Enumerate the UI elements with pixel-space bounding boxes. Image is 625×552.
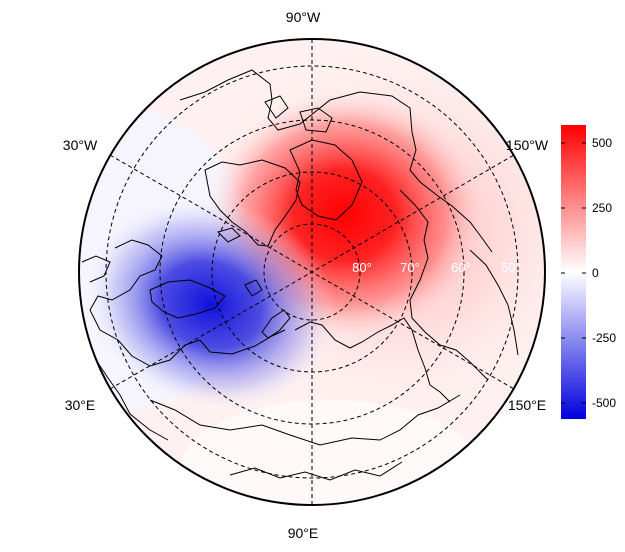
coastline-alaska-bering xyxy=(399,189,489,381)
meridian-30e-150w xyxy=(109,154,515,390)
latitude-label-60: 60° xyxy=(451,260,471,275)
longitude-label-upper-left: 30°W xyxy=(63,137,98,153)
colorbar-ticks xyxy=(561,142,586,404)
colorbar-label-0: 0 xyxy=(592,266,599,280)
latitude-label-80: 80° xyxy=(352,260,372,275)
coastline-asia xyxy=(149,394,461,446)
longitude-label-bottom: 90°E xyxy=(288,525,319,541)
meridian-lines xyxy=(109,39,515,505)
colorbar-label-500: 500 xyxy=(592,136,612,150)
colorbar-label-m250: -250 xyxy=(592,331,616,345)
latitude-label-50: 50° xyxy=(501,260,521,275)
colorbar-label-250: 250 xyxy=(592,201,612,215)
colorbar-gradient xyxy=(561,125,586,419)
longitude-label-lower-right: 150°E xyxy=(508,397,546,413)
longitude-label-lower-left: 30°E xyxy=(65,397,96,413)
map-outline xyxy=(78,38,546,506)
longitude-label-upper-right: 150°W xyxy=(506,137,549,153)
coastline-north-america xyxy=(179,69,493,253)
latitude-circle-50 xyxy=(105,65,519,479)
colorbar-label-m500: -500 xyxy=(592,396,616,410)
coastline-siberia xyxy=(294,317,451,403)
colorbar: 500 250 0 -250 -500 xyxy=(561,125,616,419)
coastline-scandinavia xyxy=(149,279,226,319)
coastline-novaya-zemlya xyxy=(261,309,291,339)
map-disc xyxy=(79,39,545,505)
neutral-band-bottom xyxy=(180,400,480,505)
coastline-canadian-archipelago xyxy=(264,95,363,221)
coastline-asia-south xyxy=(229,461,403,481)
coastlines xyxy=(79,69,519,481)
latitude-label-70: 70° xyxy=(400,260,420,275)
coastline-europe xyxy=(89,239,286,367)
coastline-pacific-right xyxy=(469,249,519,356)
coastline-svalbard xyxy=(244,279,263,297)
coastline-iceland xyxy=(217,227,241,243)
longitude-label-top: 90°W xyxy=(286,9,321,25)
coastline-greenland xyxy=(204,159,301,247)
negative-anomaly-core xyxy=(82,196,338,414)
